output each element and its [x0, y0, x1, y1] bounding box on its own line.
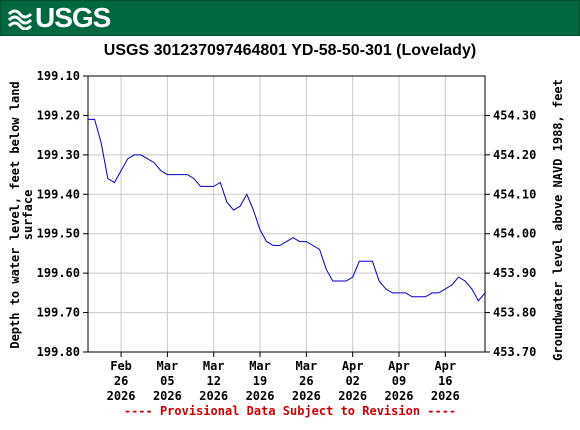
x-tick-label: Feb — [110, 359, 132, 373]
provisional-footnote: ---- Provisional Data Subject to Revisio… — [124, 404, 456, 418]
plot-frame — [87, 75, 486, 353]
x-tick-label: 02 — [345, 374, 359, 388]
x-tick-label: 09 — [392, 374, 406, 388]
water-level-series — [88, 118, 486, 302]
x-tick-label: 05 — [160, 374, 174, 388]
x-tick-label: 16 — [438, 374, 452, 388]
x-tick-label: 26 — [299, 374, 313, 388]
left-tick-label: 199.20 — [37, 108, 80, 122]
right-tick-label: 453.70 — [493, 345, 536, 359]
right-tick-label: 453.80 — [493, 306, 536, 320]
left-tick-label: 199.80 — [37, 345, 80, 359]
left-tick-label: 199.40 — [37, 187, 80, 201]
left-tick-label: 199.10 — [37, 69, 80, 83]
x-tick-label: 2026 — [431, 389, 460, 403]
right-tick-label: 454.20 — [493, 148, 536, 162]
x-tick-label: Apr — [434, 359, 456, 373]
x-tick-label: 2026 — [385, 389, 414, 403]
x-tick-label: Mar — [203, 359, 225, 373]
usgs-logo-text: USGS — [35, 2, 111, 33]
x-tick-label: 2026 — [338, 389, 367, 403]
right-tick-label: 454.30 — [493, 108, 536, 122]
x-tick-label: Mar — [249, 359, 271, 373]
left-tick-label: 199.70 — [37, 306, 80, 320]
left-axis-label-line2: surface — [21, 190, 35, 241]
right-axis: 454.30 454.20 454.10 454.00 453.90 453.80 453.… — [485, 108, 536, 359]
right-axis-label: Groundwater level above NAVD 1988, feet — [551, 79, 565, 361]
usgs-banner: USGS — [0, 0, 580, 36]
x-tick-label: Mar — [157, 359, 179, 373]
x-tick-label: 2026 — [199, 389, 228, 403]
left-tick-label: 199.60 — [37, 266, 80, 280]
x-tick-label: Apr — [388, 359, 410, 373]
left-tick-label: 199.30 — [37, 148, 80, 162]
right-tick-label: 454.00 — [493, 227, 536, 241]
x-tick-label: Apr — [342, 359, 364, 373]
right-tick-label: 453.90 — [493, 266, 536, 280]
right-tick-label: 454.10 — [493, 187, 536, 201]
x-tick-label: 2026 — [153, 389, 182, 403]
x-tick-label: 12 — [206, 374, 220, 388]
x-tick-label: 2026 — [107, 389, 136, 403]
x-tick-label: Mar — [296, 359, 318, 373]
x-tick-label: 19 — [253, 374, 267, 388]
usgs-wave-icon — [7, 9, 33, 30]
grid-lines — [88, 75, 485, 353]
chart-title: USGS 301237097464801 YD-58-50-301 (Lovel… — [103, 42, 477, 59]
x-axis: Feb262026Mar052026Mar122026Mar192026Mar2… — [107, 352, 460, 403]
x-tick-label: 26 — [114, 374, 128, 388]
left-tick-label: 199.50 — [37, 227, 80, 241]
x-tick-label: 2026 — [292, 389, 321, 403]
left-axis-label: Depth to water level, feet below land — [8, 81, 22, 348]
left-axis: 199.10 199.20 199.30 199.40 199.50 199.60 199.… — [37, 69, 88, 359]
x-tick-label: 2026 — [246, 389, 275, 403]
